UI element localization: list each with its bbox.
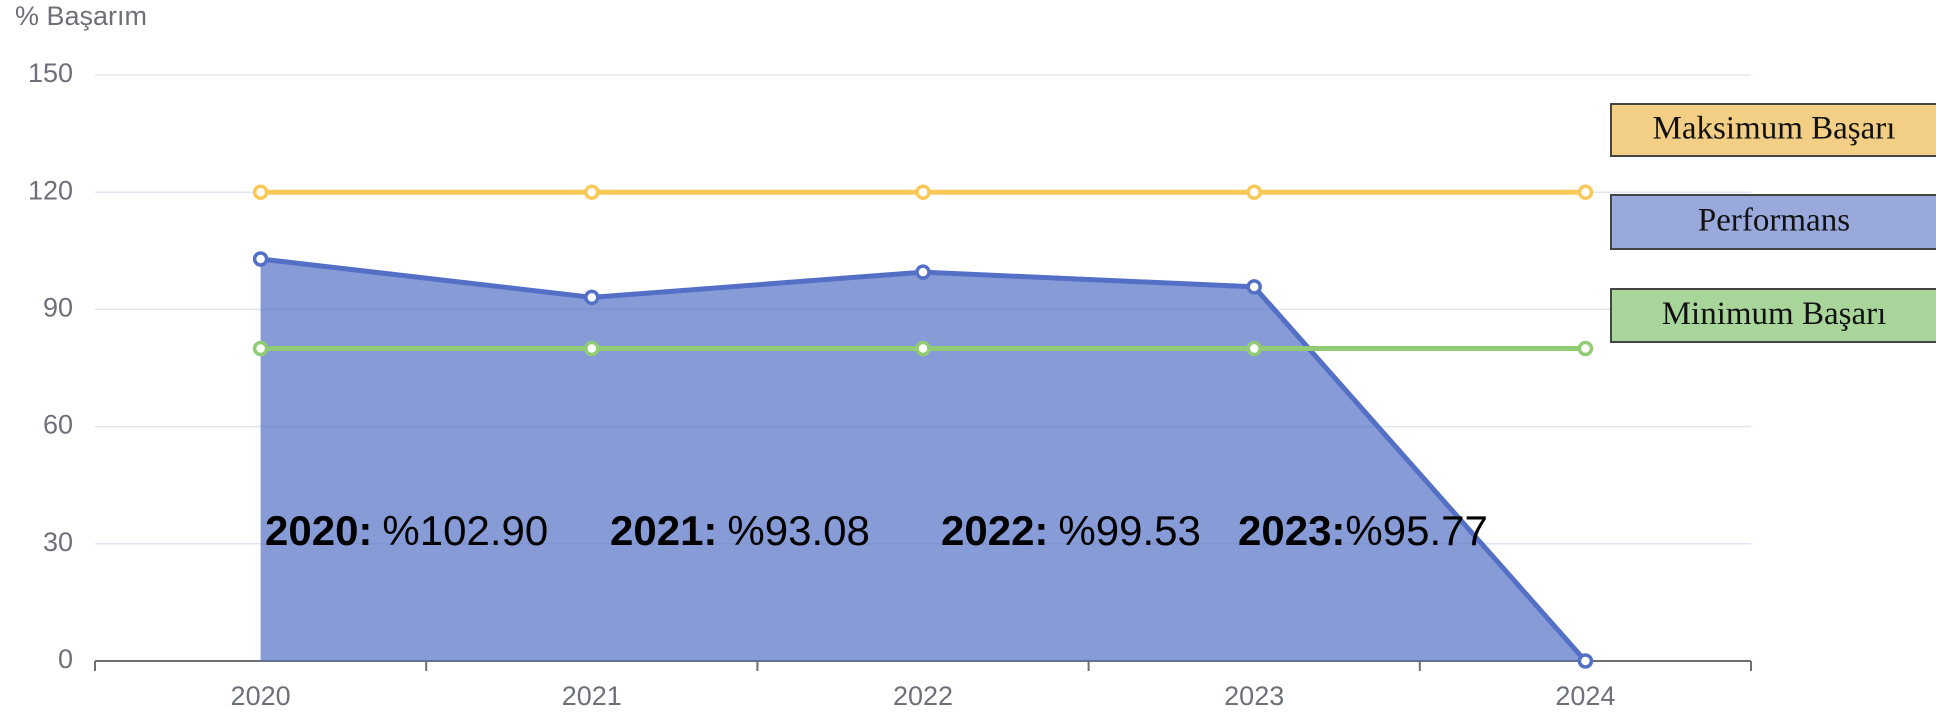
y-tick-label: 0 bbox=[58, 644, 73, 674]
x-tick-label: 2023 bbox=[1224, 681, 1284, 711]
annotation-value: %93.08 bbox=[727, 507, 869, 554]
annotation: 2020: %102.90 bbox=[265, 507, 548, 554]
point bbox=[584, 340, 600, 357]
annotation-value: %99.53 bbox=[1058, 507, 1200, 554]
y-tick-label: 30 bbox=[43, 527, 73, 557]
y-tick-label: 120 bbox=[28, 175, 73, 205]
point bbox=[1577, 653, 1594, 669]
y-tick-label: 150 bbox=[28, 58, 73, 88]
point bbox=[584, 184, 600, 200]
y-tick-label: 90 bbox=[43, 293, 73, 323]
x-tick-label: 2021 bbox=[562, 681, 622, 711]
annotation: 2022: %99.53 bbox=[941, 507, 1201, 554]
point bbox=[252, 340, 269, 357]
point bbox=[252, 251, 269, 267]
y-axis-label: % Başarım bbox=[15, 1, 147, 31]
legend-label: Minimum Başarı bbox=[1662, 296, 1887, 332]
point bbox=[1246, 279, 1262, 295]
annotation-year: 2021: bbox=[610, 507, 717, 554]
legend-box bbox=[1610, 103, 1936, 157]
point bbox=[252, 184, 269, 200]
legend-label: Maksimum Başarı bbox=[1653, 111, 1896, 147]
point bbox=[915, 184, 931, 200]
point bbox=[1577, 340, 1594, 357]
legend-box bbox=[1610, 288, 1936, 343]
y-tick-label: 60 bbox=[43, 410, 73, 440]
annotation-value: %102.90 bbox=[382, 507, 548, 554]
annotation-year: 2022: bbox=[941, 507, 1048, 554]
x-tick-label: 2024 bbox=[1555, 681, 1615, 711]
point bbox=[1246, 184, 1262, 200]
x-tick-label: 2022 bbox=[893, 681, 953, 711]
point bbox=[1246, 340, 1262, 357]
annotation: 2021: %93.08 bbox=[610, 507, 870, 554]
x-tick-label: 2020 bbox=[231, 681, 291, 711]
legend-box bbox=[1610, 194, 1936, 250]
annotation-year: 2023: bbox=[1238, 507, 1345, 554]
annotation-year: 2020: bbox=[265, 507, 372, 554]
annotation: 2023:%95.77 bbox=[1238, 507, 1488, 554]
point bbox=[915, 264, 931, 280]
point bbox=[1577, 184, 1594, 200]
point bbox=[584, 289, 600, 306]
legend-label: Performans bbox=[1698, 203, 1850, 239]
area bbox=[260, 259, 1586, 661]
annotation-value: %95.77 bbox=[1345, 507, 1487, 554]
point bbox=[915, 340, 931, 357]
